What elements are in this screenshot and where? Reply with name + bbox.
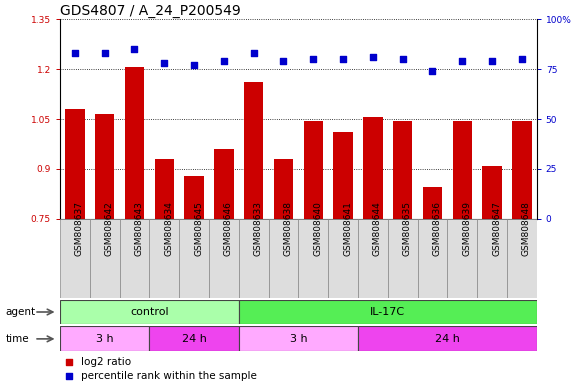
Bar xyxy=(512,121,532,219)
Point xyxy=(339,56,348,62)
FancyBboxPatch shape xyxy=(60,219,90,298)
Text: 3 h: 3 h xyxy=(96,334,114,344)
Text: time: time xyxy=(6,334,29,344)
FancyBboxPatch shape xyxy=(179,219,209,298)
Bar xyxy=(125,68,144,219)
Point xyxy=(65,373,74,379)
FancyBboxPatch shape xyxy=(239,219,268,298)
Point xyxy=(309,56,318,62)
Bar xyxy=(363,118,383,219)
FancyBboxPatch shape xyxy=(299,219,328,298)
FancyBboxPatch shape xyxy=(209,219,239,298)
Text: GSM808639: GSM808639 xyxy=(463,201,471,256)
Bar xyxy=(244,83,263,219)
FancyBboxPatch shape xyxy=(150,326,239,351)
Bar xyxy=(65,109,85,219)
Text: GSM808636: GSM808636 xyxy=(432,201,441,256)
FancyBboxPatch shape xyxy=(328,219,358,298)
FancyBboxPatch shape xyxy=(60,300,239,324)
Point xyxy=(488,58,497,64)
FancyBboxPatch shape xyxy=(119,219,150,298)
Point xyxy=(458,58,467,64)
Point xyxy=(100,50,109,56)
FancyBboxPatch shape xyxy=(417,219,447,298)
Text: GSM808633: GSM808633 xyxy=(254,201,263,256)
FancyBboxPatch shape xyxy=(268,219,299,298)
Point xyxy=(219,58,228,64)
Text: GSM808637: GSM808637 xyxy=(75,201,84,256)
Point xyxy=(368,54,377,60)
Text: percentile rank within the sample: percentile rank within the sample xyxy=(82,371,258,381)
Bar xyxy=(393,121,412,219)
Text: GSM808646: GSM808646 xyxy=(224,201,233,256)
Point xyxy=(279,58,288,64)
Text: IL-17C: IL-17C xyxy=(370,307,405,317)
Text: GSM808640: GSM808640 xyxy=(313,201,322,256)
Point xyxy=(130,46,139,52)
Text: 3 h: 3 h xyxy=(289,334,307,344)
Text: GSM808642: GSM808642 xyxy=(104,201,114,256)
Point xyxy=(517,56,526,62)
Bar xyxy=(155,159,174,219)
Point xyxy=(70,50,79,56)
Text: GSM808645: GSM808645 xyxy=(194,201,203,256)
Text: GSM808644: GSM808644 xyxy=(373,201,382,256)
Text: GSM808643: GSM808643 xyxy=(134,201,143,256)
Text: agent: agent xyxy=(6,307,36,317)
Point xyxy=(190,62,199,68)
FancyBboxPatch shape xyxy=(477,219,507,298)
Text: 24 h: 24 h xyxy=(435,334,460,344)
Bar xyxy=(214,149,234,219)
Point xyxy=(249,50,258,56)
Bar xyxy=(333,132,353,219)
Text: GSM808635: GSM808635 xyxy=(403,201,412,256)
FancyBboxPatch shape xyxy=(60,326,150,351)
Bar xyxy=(482,166,502,219)
FancyBboxPatch shape xyxy=(150,219,179,298)
FancyBboxPatch shape xyxy=(507,219,537,298)
Text: GSM808641: GSM808641 xyxy=(343,201,352,256)
FancyBboxPatch shape xyxy=(239,300,537,324)
Text: GSM808647: GSM808647 xyxy=(492,201,501,256)
FancyBboxPatch shape xyxy=(447,219,477,298)
Text: 24 h: 24 h xyxy=(182,334,207,344)
FancyBboxPatch shape xyxy=(358,326,537,351)
Point xyxy=(160,60,169,66)
Bar xyxy=(274,159,293,219)
Text: GSM808648: GSM808648 xyxy=(522,201,531,256)
FancyBboxPatch shape xyxy=(90,219,119,298)
Bar xyxy=(304,121,323,219)
Text: GSM808638: GSM808638 xyxy=(283,201,292,256)
Bar xyxy=(423,187,442,219)
Text: control: control xyxy=(130,307,168,317)
Bar xyxy=(184,175,204,219)
Point xyxy=(65,359,74,365)
FancyBboxPatch shape xyxy=(358,219,388,298)
Text: GSM808634: GSM808634 xyxy=(164,201,173,256)
FancyBboxPatch shape xyxy=(388,219,417,298)
Text: GDS4807 / A_24_P200549: GDS4807 / A_24_P200549 xyxy=(60,4,241,18)
Text: log2 ratio: log2 ratio xyxy=(82,357,131,367)
Bar xyxy=(453,121,472,219)
Point xyxy=(428,68,437,74)
Point xyxy=(398,56,407,62)
FancyBboxPatch shape xyxy=(239,326,358,351)
Bar xyxy=(95,114,114,219)
